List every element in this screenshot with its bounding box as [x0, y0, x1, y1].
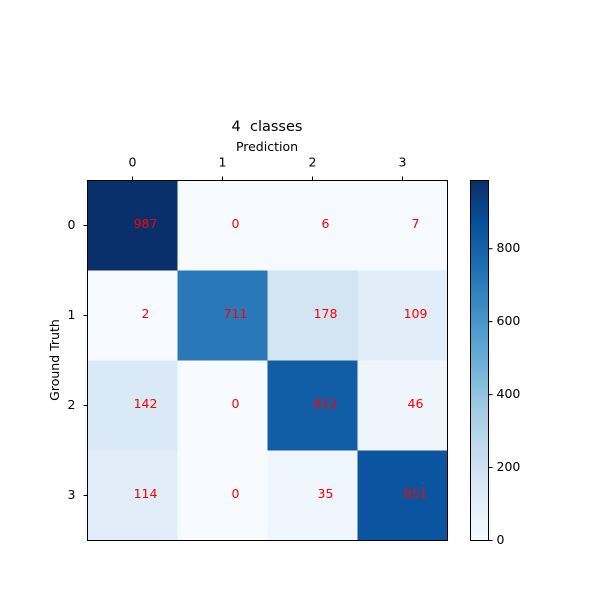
heatmap-cell: [177, 180, 268, 271]
cell-value-label: 0: [232, 396, 240, 411]
x-tick-label: 2: [309, 155, 317, 170]
y-tick-label: 1: [68, 307, 76, 322]
plot-frame: [87, 180, 448, 541]
cell-value-label: 7: [412, 216, 420, 231]
heatmap-cell-labels: 987 0 6 7 2 711 178 109 142 0 812 46 114 0 35 851: [134, 216, 428, 501]
colorbar-tick-label: 200: [497, 459, 521, 474]
x-tick-label: 0: [129, 155, 137, 170]
cell-value-label: 35: [318, 486, 334, 501]
colorbar-ticks: 0 200 400 600 800: [488, 240, 521, 547]
cell-value-label: 812: [314, 396, 338, 411]
y-tick-label: 2: [68, 397, 76, 412]
cell-value-label: 114: [134, 486, 158, 501]
y-axis-ticks: 0 1 2 3: [68, 217, 88, 502]
colorbar-tick-label: 0: [497, 532, 505, 547]
y-axis-label: Ground Truth: [47, 319, 62, 401]
colorbar-tick-label: 400: [497, 386, 521, 401]
heatmap-cell: [267, 450, 358, 541]
y-tick-label: 0: [68, 217, 76, 232]
x-tick-label: 1: [219, 155, 227, 170]
cell-value-label: 46: [408, 396, 424, 411]
x-axis-label: Prediction: [236, 139, 298, 154]
colorbar-tick-label: 600: [497, 313, 521, 328]
heatmap-cell: [177, 270, 268, 361]
y-tick-label: 3: [68, 487, 76, 502]
colorbar: [470, 180, 489, 541]
cell-value-label: 851: [404, 486, 428, 501]
heatmap-cell: [357, 360, 448, 451]
heatmap-cell: [87, 180, 178, 271]
heatmap-cell: [357, 270, 448, 361]
heatmap-cell: [267, 270, 358, 361]
x-axis-ticks: 0 1 2 3: [129, 155, 407, 181]
heatmap-cell: [87, 270, 178, 361]
cell-value-label: 0: [232, 486, 240, 501]
cell-value-label: 2: [142, 306, 150, 321]
cell-value-label: 987: [134, 216, 158, 231]
heatmap-cell: [87, 450, 178, 541]
heatmap-cell: [267, 180, 358, 271]
cell-value-label: 142: [134, 396, 158, 411]
heatmap-cell: [87, 360, 178, 451]
chart-title: 4 classes: [232, 119, 303, 135]
heatmap-cell: [177, 450, 268, 541]
cell-value-label: 0: [232, 216, 240, 231]
heatmap-cell: [267, 360, 358, 451]
heatmap-cells: [87, 180, 448, 541]
heatmap-cell: [357, 450, 448, 541]
x-tick-label: 3: [399, 155, 407, 170]
colorbar-tick-label: 800: [497, 240, 521, 255]
cell-value-label: 109: [404, 306, 428, 321]
cell-value-label: 6: [322, 216, 330, 231]
heatmap-cell: [177, 360, 268, 451]
heatmap-cell: [357, 180, 448, 271]
cell-value-label: 711: [224, 306, 248, 321]
cell-value-label: 178: [314, 306, 338, 321]
